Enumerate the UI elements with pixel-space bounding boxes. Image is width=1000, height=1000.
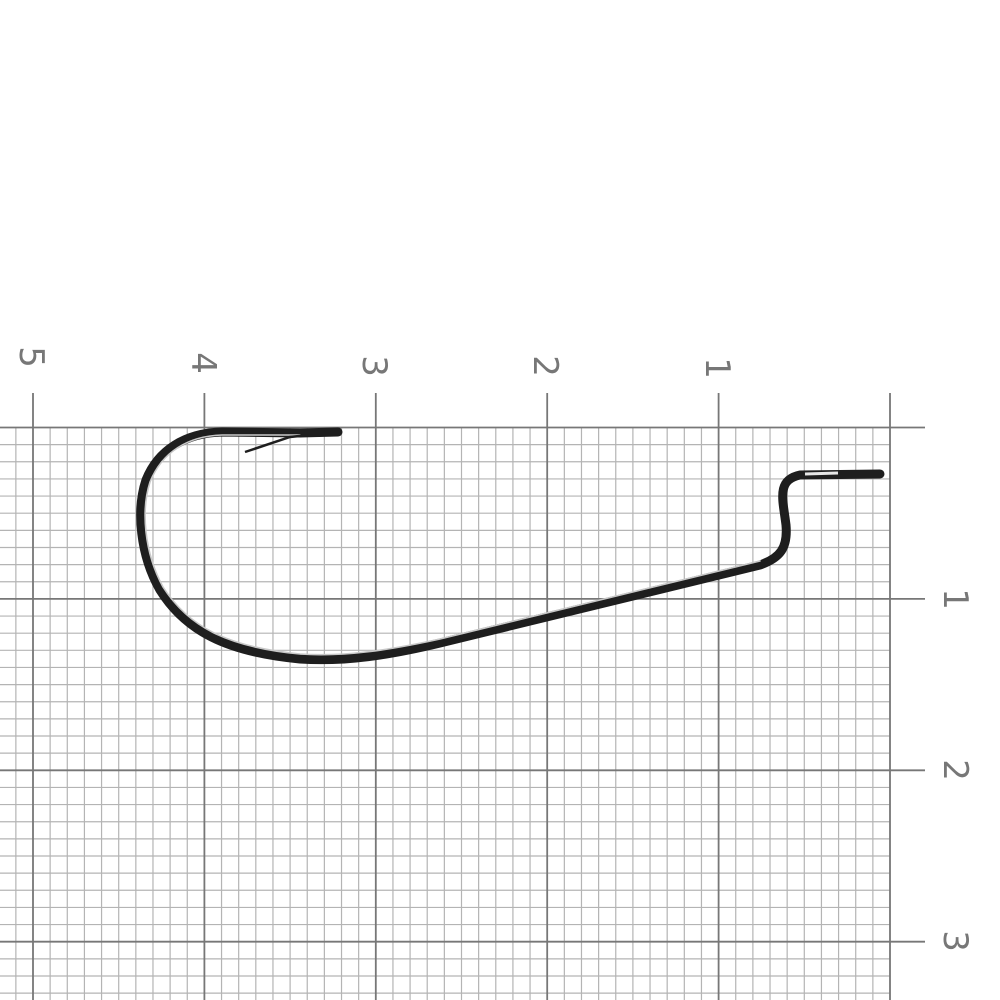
right-label-3: 3	[935, 930, 975, 952]
top-label-4: 4	[183, 352, 223, 374]
top-label-3: 3	[354, 355, 394, 377]
right-label-1: 1	[935, 588, 975, 610]
top-label-1: 1	[697, 357, 737, 379]
fishing-hook	[136, 427, 885, 665]
right-label-2: 2	[935, 759, 975, 781]
top-label-5: 5	[11, 346, 51, 368]
measurement-grid	[0, 393, 925, 1000]
top-label-2: 2	[525, 355, 565, 377]
ruler-labels: 5 4 3 2 1 1 2 3	[11, 346, 975, 952]
